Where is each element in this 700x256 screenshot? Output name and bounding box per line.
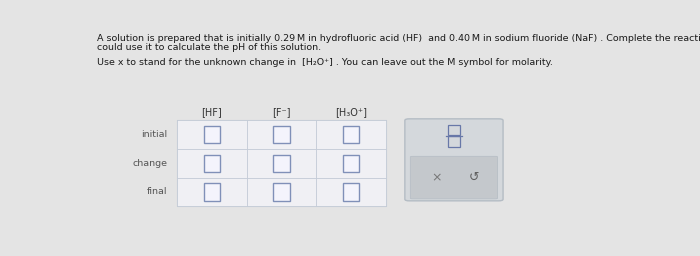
Text: [H₃O⁺]: [H₃O⁺]	[335, 108, 367, 118]
Text: initial: initial	[141, 130, 167, 139]
Text: [F⁻]: [F⁻]	[272, 108, 290, 118]
Bar	[246, 178, 316, 206]
FancyBboxPatch shape	[410, 156, 498, 199]
FancyBboxPatch shape	[405, 119, 503, 201]
Text: A solution is prepared that is initially 0.29 M in hydrofluoric acid (HF)  and 0: A solution is prepared that is initially…	[97, 34, 700, 43]
Text: ↺: ↺	[468, 171, 479, 184]
FancyBboxPatch shape	[273, 155, 290, 172]
Text: Use x to stand for the unknown change in  [H₂O⁺] . You can leave out the M symbo: Use x to stand for the unknown change in…	[97, 58, 553, 67]
Bar	[246, 120, 316, 149]
Text: could use it to calculate the pH of this solution.: could use it to calculate the pH of this…	[97, 42, 321, 51]
FancyBboxPatch shape	[204, 183, 220, 201]
Text: [HF]: [HF]	[202, 108, 222, 118]
FancyBboxPatch shape	[273, 126, 290, 143]
Bar	[316, 120, 386, 149]
Bar	[177, 149, 246, 178]
Bar	[246, 149, 316, 178]
Bar	[316, 149, 386, 178]
Text: ×: ×	[430, 171, 441, 184]
FancyBboxPatch shape	[343, 155, 359, 172]
Text: change: change	[132, 159, 167, 168]
FancyBboxPatch shape	[273, 183, 290, 201]
Bar	[177, 178, 246, 206]
Bar	[316, 178, 386, 206]
FancyBboxPatch shape	[343, 126, 359, 143]
Bar	[177, 120, 246, 149]
Text: final: final	[147, 187, 167, 196]
FancyBboxPatch shape	[343, 183, 359, 201]
FancyBboxPatch shape	[204, 155, 220, 172]
Bar	[177, 120, 386, 206]
FancyBboxPatch shape	[204, 126, 220, 143]
